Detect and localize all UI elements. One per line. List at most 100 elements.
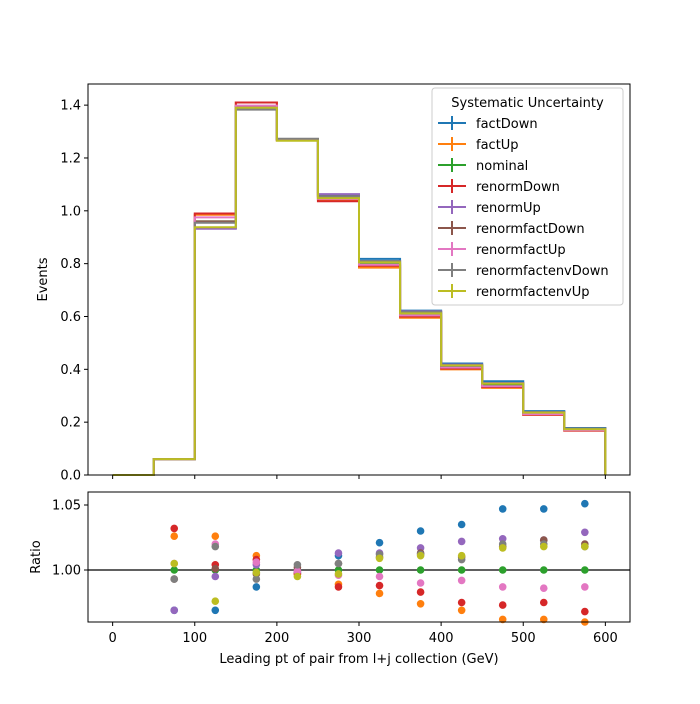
x-tick-label: 0 bbox=[108, 631, 116, 646]
step-line-renormfactUp bbox=[112, 104, 607, 476]
top-y-tick-label: 0.2 bbox=[60, 416, 81, 431]
bottom-y-ticks: 1.00 1.05 bbox=[52, 499, 88, 579]
legend-label-factUp: factUp bbox=[476, 138, 519, 153]
ratio-point-nominal bbox=[457, 566, 466, 574]
ratio-point-renormfactenvUp bbox=[539, 542, 548, 551]
ratio-point-renormDown bbox=[170, 524, 179, 533]
ratio-point-renormfactUp bbox=[539, 584, 548, 592]
ratio-point-renormfactenvDown bbox=[252, 575, 261, 583]
ratio-point-renormfactUp bbox=[581, 583, 589, 591]
legend-label-renormfactUp: renormfactUp bbox=[476, 243, 566, 258]
legend-label-renormfactDown: renormfactDown bbox=[476, 222, 585, 237]
top-y-tick-label: 1.2 bbox=[60, 151, 81, 166]
ratio-point-factUp bbox=[539, 615, 548, 624]
x-tick-label: 600 bbox=[593, 631, 618, 646]
legend-label-renormDown: renormDown bbox=[476, 180, 560, 195]
ratio-point-renormDown bbox=[457, 598, 466, 607]
x-tick-label: 100 bbox=[182, 631, 207, 646]
ratio-point-renormfactenvUp bbox=[457, 551, 466, 560]
top-y-tick-label: 0.0 bbox=[60, 469, 81, 484]
legend-entry-factUp: factUp bbox=[438, 137, 519, 153]
top-y-tick-label: 0.4 bbox=[60, 363, 81, 378]
ratio-point-factDown bbox=[375, 538, 384, 547]
bottom-y-tick-label: 1.00 bbox=[52, 564, 81, 579]
ratio-point-renormfactenvDown bbox=[293, 561, 302, 569]
legend: Systematic Uncertainty factDown factUp nom… bbox=[431, 87, 624, 306]
ratio-point-factUp bbox=[375, 589, 384, 598]
ratio-point-factDown bbox=[416, 527, 425, 535]
ratio-point-renormfactenvUp bbox=[334, 570, 343, 578]
ratio-point-renormfactUp bbox=[457, 576, 466, 585]
ratio-point-factDown bbox=[211, 606, 220, 615]
ratio-point-renormUp bbox=[581, 528, 589, 537]
ratio-point-renormfactenvDown bbox=[170, 575, 179, 583]
bottom-x-ticks: 0 100 200 300 400 500 600 bbox=[108, 622, 618, 646]
ratio-point-nominal bbox=[581, 566, 589, 574]
ratio-point-factDown bbox=[539, 505, 548, 513]
legend-entry-renormfactenvUp: renormfactenvUp bbox=[438, 284, 590, 300]
ratio-point-renormfactenvUp bbox=[375, 554, 384, 563]
ratio-point-renormfactenvDown bbox=[334, 559, 343, 568]
x-tick-label: 500 bbox=[511, 631, 536, 646]
legend-label-nominal: nominal bbox=[476, 159, 528, 174]
bottom-axes-background bbox=[88, 492, 630, 622]
ratio-point-renormfactenvDown bbox=[211, 542, 220, 551]
ratio-point-nominal bbox=[539, 566, 548, 574]
ratio-point-renormDown bbox=[375, 581, 384, 590]
legend-entry-renormfactenvDown: renormfactenvDown bbox=[438, 263, 609, 279]
legend-entry-renormfactDown: renormfactDown bbox=[438, 221, 585, 237]
ratio-point-factUp bbox=[498, 615, 507, 624]
ratio-point-factDown bbox=[252, 583, 261, 591]
bottom-panel: 1.00 1.05 0 100 200 300 400 500 600 Ratio Leadi… bbox=[29, 491, 631, 667]
top-panel: 0.0 0.2 0.4 0.6 0.8 1.0 1.2 1.4 Events Systemat… bbox=[36, 83, 631, 484]
legend-label-renormfactenvDown: renormfactenvDown bbox=[476, 264, 609, 279]
top-y-tick-label: 1.4 bbox=[60, 99, 81, 114]
ratio-point-renormfactenvUp bbox=[293, 572, 302, 581]
ratio-point-renormfactDown bbox=[211, 564, 220, 573]
legend-label-renormfactenvUp: renormfactenvUp bbox=[476, 285, 590, 300]
ratio-point-renormfactenvUp bbox=[581, 542, 589, 551]
ratio-point-renormDown bbox=[581, 607, 589, 616]
ratio-point-renormfactenvUp bbox=[170, 559, 179, 568]
bottom-y-tick-label: 1.05 bbox=[52, 499, 81, 514]
ratio-point-renormDown bbox=[539, 598, 548, 607]
legend-box bbox=[431, 87, 624, 306]
ratio-point-renormfactenvUp bbox=[211, 597, 220, 605]
legend-label-renormUp: renormUp bbox=[476, 201, 541, 216]
ratio-point-renormUp bbox=[334, 549, 343, 557]
ratio-point-nominal bbox=[170, 566, 179, 574]
ratio-point-renormDown bbox=[334, 583, 343, 591]
ratio-point-renormfactenvUp bbox=[498, 544, 507, 552]
legend-entry-nominal: nominal bbox=[438, 158, 528, 174]
ratio-point-renormfactUp bbox=[293, 567, 302, 576]
legend-label-factDown: factDown bbox=[476, 117, 538, 132]
ratio-point-renormfactUp bbox=[416, 579, 425, 587]
ratio-point-renormDown bbox=[416, 588, 425, 596]
ratio-point-factDown bbox=[498, 505, 507, 513]
ratio-point-nominal bbox=[375, 566, 384, 574]
ratio-points-group bbox=[170, 499, 589, 626]
x-tick-label: 200 bbox=[264, 631, 289, 646]
ratio-point-renormUp bbox=[457, 537, 466, 546]
legend-entry-factDown: factDown bbox=[438, 116, 538, 132]
x-axis-label: Leading pt of pair from l+j collection (… bbox=[219, 652, 498, 667]
top-y-tick-label: 0.6 bbox=[60, 310, 81, 325]
legend-title: Systematic Uncertainty bbox=[451, 96, 604, 111]
ratio-point-renormfactenvUp bbox=[416, 551, 425, 560]
ratio-point-renormUp bbox=[170, 606, 179, 615]
ratio-point-factUp bbox=[211, 532, 220, 540]
ratio-point-nominal bbox=[498, 566, 507, 574]
ratio-point-factUp bbox=[457, 606, 466, 615]
bottom-y-axis-label: Ratio bbox=[29, 540, 44, 573]
legend-entry-renormfactUp: renormfactUp bbox=[438, 242, 566, 258]
top-y-axis-label: Events bbox=[36, 257, 51, 301]
legend-entries: factDown factUp nominal renormDown renormUp r… bbox=[438, 116, 609, 300]
x-tick-label: 300 bbox=[347, 631, 372, 646]
step-line-renormfactenvUp bbox=[112, 106, 607, 476]
x-tick-label: 400 bbox=[429, 631, 454, 646]
ratio-point-factUp bbox=[416, 600, 425, 608]
legend-entry-renormUp: renormUp bbox=[438, 200, 541, 216]
top-y-ticks: 0.0 0.2 0.4 0.6 0.8 1.0 1.2 1.4 bbox=[60, 99, 88, 484]
ratio-point-renormfactUp bbox=[252, 558, 261, 566]
top-x-ticks bbox=[112, 475, 606, 479]
